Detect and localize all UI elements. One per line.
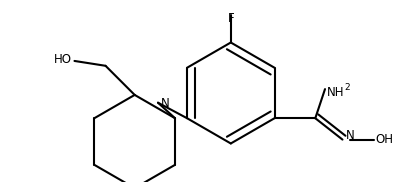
Text: HO: HO bbox=[54, 53, 71, 65]
Text: N: N bbox=[161, 97, 169, 110]
Text: N: N bbox=[345, 129, 354, 142]
Text: F: F bbox=[228, 12, 234, 25]
Text: NH: NH bbox=[327, 86, 344, 99]
Text: OH: OH bbox=[376, 133, 393, 146]
Text: 2: 2 bbox=[344, 83, 350, 92]
